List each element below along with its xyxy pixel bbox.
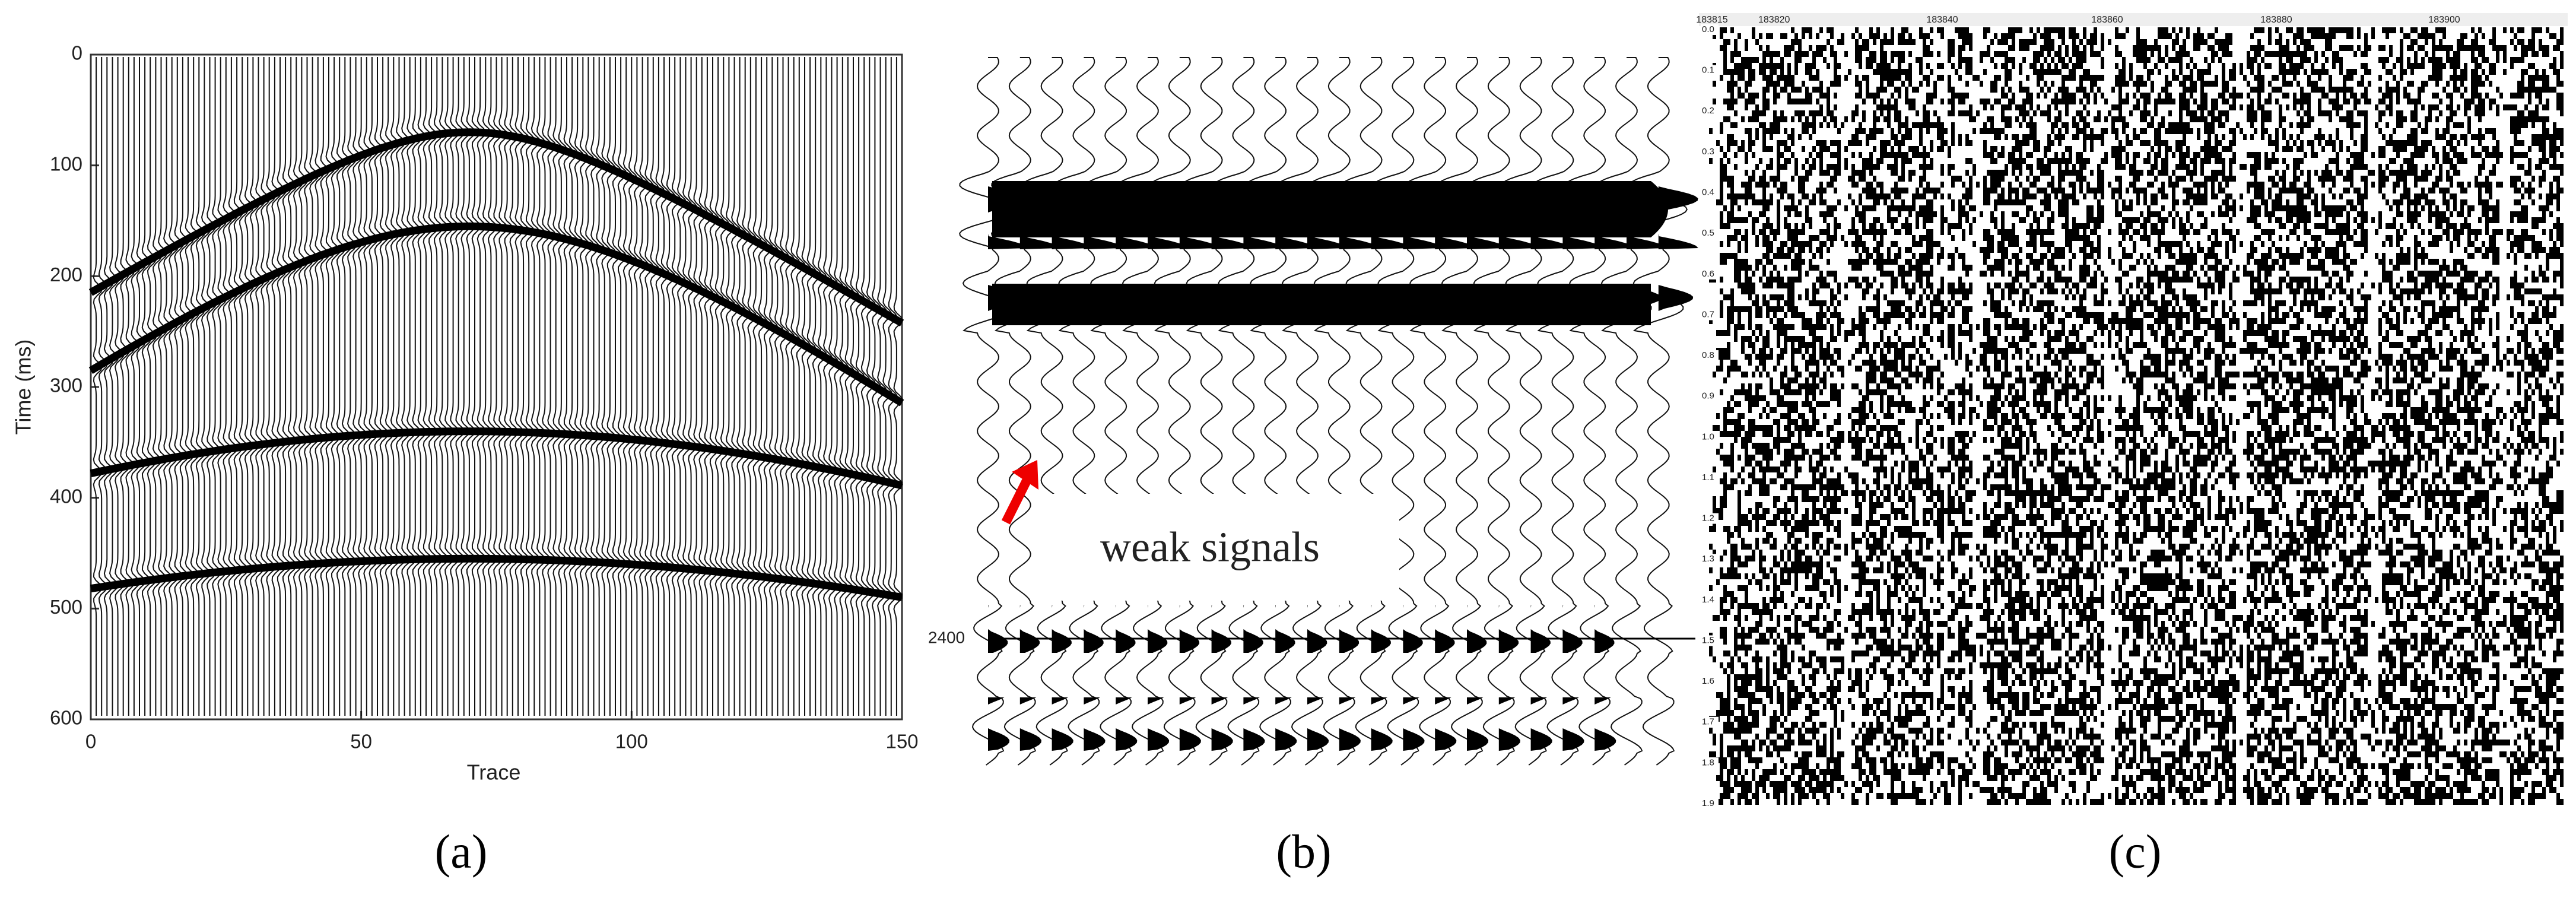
caption: (b) <box>1276 826 1331 878</box>
left-tick-label: 0.5 <box>1702 228 1714 238</box>
x-tick-label: 50 <box>350 731 372 753</box>
tick-bg <box>1701 757 1719 769</box>
reflection-event <box>88 222 904 407</box>
top-tick-label: 183815 <box>1696 15 1727 25</box>
tick-bg <box>1701 228 1719 239</box>
left-tick-label: 1.8 <box>1702 757 1714 767</box>
left-tick-label: 1.5 <box>1702 635 1714 645</box>
top-tick-label: 183880 <box>2260 15 2292 25</box>
header-strip <box>1699 13 2568 26</box>
panel-c: (c) 183815 183820 183840 183860 183880 183900… <box>1696 13 2568 878</box>
y-tick-label: 200 <box>50 264 82 285</box>
top-tick-label: 183820 <box>1758 15 1790 25</box>
x-tick-label: 100 <box>615 731 648 753</box>
caption: (a) <box>435 826 488 878</box>
strong-band <box>992 181 1651 237</box>
tick-bg <box>1701 268 1719 280</box>
tick-bg <box>1701 676 1719 687</box>
top-tick-label: 183900 <box>2428 15 2460 25</box>
seismic-traces <box>93 57 904 716</box>
left-tick-label: 0.7 <box>1702 309 1714 319</box>
left-tick-label: 0.2 <box>1702 106 1714 116</box>
annotation: weak signals <box>1100 523 1320 571</box>
seismic-section <box>1709 27 2564 805</box>
x-axis-label: Trace <box>467 760 521 785</box>
tick-bg <box>1701 594 1719 605</box>
y-tick-label: 300 <box>50 375 82 396</box>
left-tick-label: 1.4 <box>1702 595 1714 605</box>
tick-bg <box>1701 24 1719 35</box>
left-tick-label: 0.1 <box>1702 65 1714 75</box>
left-tick-label: 0.8 <box>1702 350 1714 360</box>
reflection-event <box>90 554 903 601</box>
reflection-event <box>90 427 903 490</box>
tick-bg <box>1701 65 1719 76</box>
y-tick-label: 600 <box>50 707 82 729</box>
tick-bg <box>1701 472 1719 483</box>
strong-band <box>992 284 1651 325</box>
left-tick-label: 0.0 <box>1702 24 1714 34</box>
band-tip <box>1651 181 1668 237</box>
tick-bg <box>1701 350 1719 361</box>
tick-bg <box>1701 187 1719 198</box>
panel-a: Time (ms) Trace (a) 01002003004005006000… <box>11 42 919 878</box>
left-tick-label: 1.0 <box>1702 431 1714 442</box>
x-tick-label: 150 <box>885 731 918 753</box>
y-tick-label: 0 <box>72 42 82 64</box>
y-tick-label: 400 <box>50 485 82 507</box>
tick-bg <box>1701 716 1719 728</box>
y-tick-label: 100 <box>50 153 82 174</box>
annotation-box <box>1037 494 1399 601</box>
y-axis-label: Time (ms) <box>11 339 36 435</box>
tick-bg <box>1701 635 1719 646</box>
arrow <box>1001 472 1034 525</box>
tick-bg <box>1701 309 1719 321</box>
left-tick-label: 1.6 <box>1702 676 1714 686</box>
left-tick-label: 0.4 <box>1702 187 1714 197</box>
panel-b: (b) weak signals 2400 <box>928 57 1698 878</box>
arrow-head <box>1012 460 1038 490</box>
left-tick-label: 0.9 <box>1702 391 1714 401</box>
tick-bg <box>1701 513 1719 524</box>
tick-bg <box>1701 106 1719 117</box>
wiggle-traces <box>959 57 1688 766</box>
left-tick-label: 0.3 <box>1702 147 1714 157</box>
top-tick-label: 183840 <box>1926 15 1958 25</box>
left-tick-label: 1.3 <box>1702 554 1714 564</box>
y-tick-label: 500 <box>50 596 82 618</box>
tick-bg <box>1701 146 1719 157</box>
left-tick-label: 1.9 <box>1702 798 1714 808</box>
left-tick-label: 1.1 <box>1702 472 1714 483</box>
tick-bg <box>1701 798 1719 809</box>
caption: (c) <box>2109 826 2162 878</box>
left-tick-label: 1.2 <box>1702 513 1714 523</box>
tick-bg <box>1701 391 1719 402</box>
marker-label: 2400 <box>928 628 965 646</box>
tick-bg <box>1701 554 1719 565</box>
reflection-event <box>88 128 904 326</box>
left-tick-label: 1.7 <box>1702 717 1714 727</box>
top-tick-label: 183860 <box>2091 15 2123 25</box>
tick-bg <box>1701 431 1719 443</box>
x-tick-label: 0 <box>85 731 96 753</box>
left-tick-label: 0.6 <box>1702 269 1714 279</box>
